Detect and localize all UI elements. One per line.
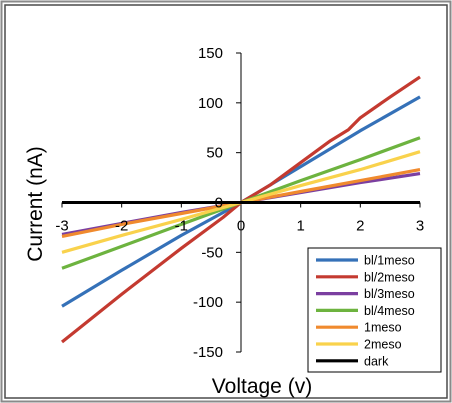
x-axis-title: Voltage (v) — [212, 375, 312, 398]
y-tick-label: -150 — [193, 344, 223, 361]
legend: bl/1meso bl/2meso bl/3meso bl/4meso 1meso 2me… — [307, 247, 442, 373]
legend-label-1meso: 1meso — [364, 321, 402, 335]
x-tick-label: 3 — [416, 218, 424, 235]
legend-label-bl-1meso: bl/1meso — [364, 254, 415, 268]
y-tick-label: 100 — [198, 95, 223, 112]
x-tick-label: 1 — [296, 218, 304, 235]
y-axis-title: Current (nA) — [24, 146, 47, 262]
ticks-layer: 150 100 50 0 -50 -100 -150 -3 -2 -1 0 1 2 3 — [55, 45, 424, 361]
series-layer — [60, 75, 421, 344]
x-tick-label: -2 — [115, 218, 128, 235]
y-tick-label: -50 — [201, 244, 223, 261]
x-tick-label: 0 — [237, 218, 245, 235]
series-line-bl-1meso — [61, 95, 421, 308]
legend-label-dark: dark — [364, 354, 389, 368]
x-tick-label: -1 — [175, 218, 188, 235]
x-tick-label: 2 — [356, 218, 364, 235]
y-tick-label: 150 — [198, 45, 223, 62]
inner-border — [4, 4, 448, 399]
x-tick-label: -3 — [55, 218, 68, 235]
legend-label-bl-2meso: bl/2meso — [364, 270, 415, 284]
series-line-bl-2meso — [60, 75, 421, 344]
legend-label-2meso: 2meso — [364, 338, 402, 352]
y-tick-label: -100 — [193, 294, 223, 311]
y-tick-label: 50 — [206, 145, 223, 162]
legend-label-bl-3meso: bl/3meso — [364, 287, 415, 301]
legend-label-bl-4meso: bl/4meso — [364, 304, 415, 318]
y-tick-label: 0 — [215, 195, 223, 212]
